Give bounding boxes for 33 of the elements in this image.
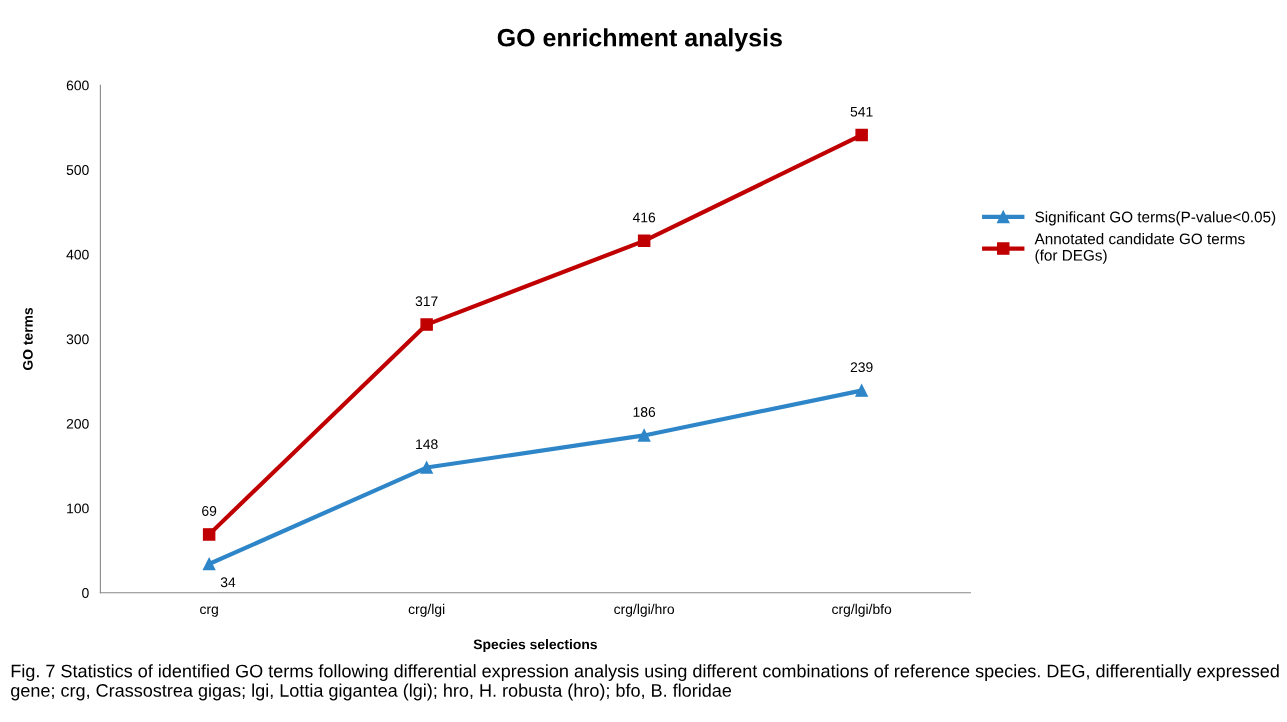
data-label: 34	[220, 577, 236, 588]
legend-label: Significant GO terms(P-value<0.05)	[1035, 211, 1276, 226]
x-tick-label: crg/lgi/hro	[614, 603, 675, 617]
point	[420, 461, 433, 474]
data-label: 186	[633, 407, 656, 417]
y-tick-label: 200	[66, 418, 89, 429]
point	[637, 234, 651, 248]
caption: Fig. 7 Statistics of identified GO terms following differential expression analysis using different combinations of reference species. DEG, differentially expressed gene; crg, Crassostrea gigas; lgi, Lottia gigantea (lgi); hro, H. robusta (hro); bfo, B. floridae	[11, 664, 1279, 701]
point	[855, 384, 868, 397]
x-tick-label: crg/lgi/bfo	[832, 603, 892, 617]
point	[202, 528, 216, 541]
point	[202, 557, 216, 571]
y-tick-label: 100	[67, 503, 89, 514]
x-axis-title: Species selections	[473, 639, 597, 652]
data-label: 317	[415, 296, 438, 307]
y-axis-title: GO terms	[22, 307, 33, 371]
x-tick-label: crg/lgi	[408, 603, 445, 617]
y-tick-label: 400	[66, 249, 89, 260]
data-label: 148	[416, 439, 438, 450]
data-label: 541	[850, 106, 873, 117]
point	[637, 429, 651, 442]
legend-label: Annotated candidate GO terms (for DEGs)	[1034, 233, 1245, 264]
y-tick-label: 500	[66, 165, 89, 175]
y-tick-label: 0	[82, 588, 89, 598]
y-tick-label: 300	[66, 334, 89, 345]
x-tick-label: crg	[200, 606, 218, 617]
chart-title: GO enrichment analysis	[497, 28, 782, 52]
data-label: 239	[850, 362, 873, 373]
y-tick-label: 600	[66, 80, 89, 91]
data-label: 69	[202, 506, 217, 516]
point	[855, 128, 868, 142]
point	[420, 318, 433, 331]
data-label: 416	[632, 212, 656, 223]
